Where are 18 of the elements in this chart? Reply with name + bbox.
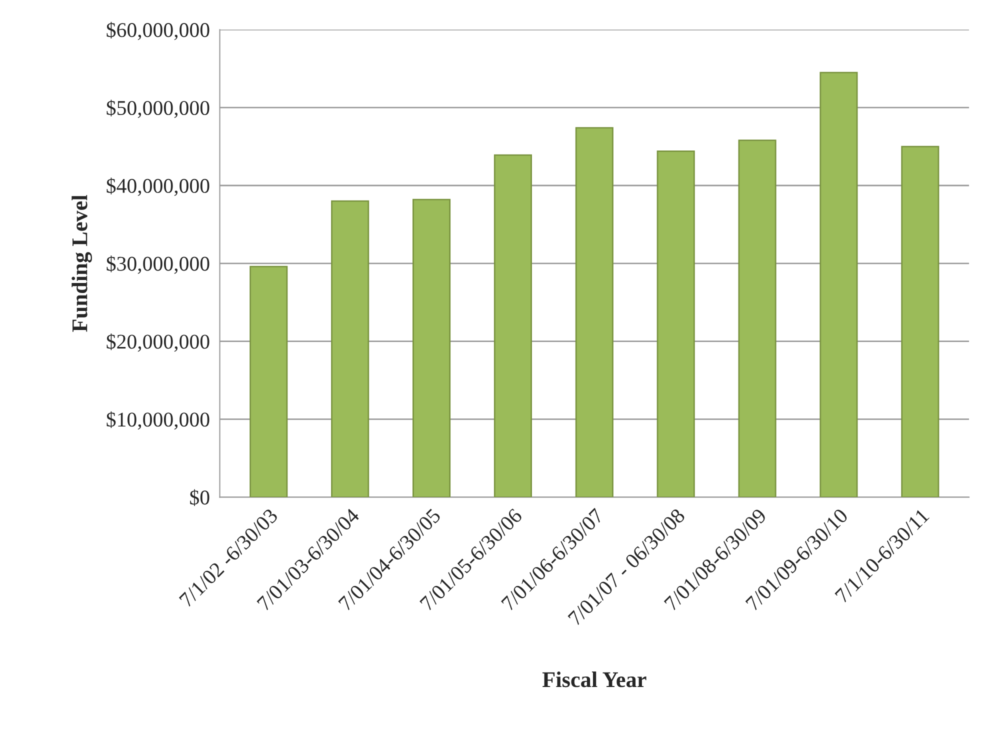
- bar: [656, 150, 695, 498]
- bar: [575, 127, 614, 498]
- bar: [820, 72, 858, 498]
- y-tick-label: $0: [190, 489, 210, 506]
- y-tick-label: $20,000,000: [106, 333, 210, 352]
- y-tick-label: $30,000,000: [106, 256, 210, 274]
- bar: [738, 140, 776, 498]
- y-axis-title: Funding Level: [72, 194, 92, 332]
- y-tick-label: $10,000,000: [106, 411, 210, 430]
- y-tick-label: $40,000,000: [106, 178, 210, 196]
- y-tick-label: $50,000,000: [106, 100, 210, 118]
- bar: [412, 198, 451, 498]
- x-axis-title: Fiscal Year: [542, 672, 646, 688]
- bar: [494, 154, 532, 498]
- y-tick-label: $60,000,000: [106, 22, 210, 40]
- bar: [250, 266, 288, 498]
- bar: [331, 200, 370, 498]
- bar: [901, 146, 940, 498]
